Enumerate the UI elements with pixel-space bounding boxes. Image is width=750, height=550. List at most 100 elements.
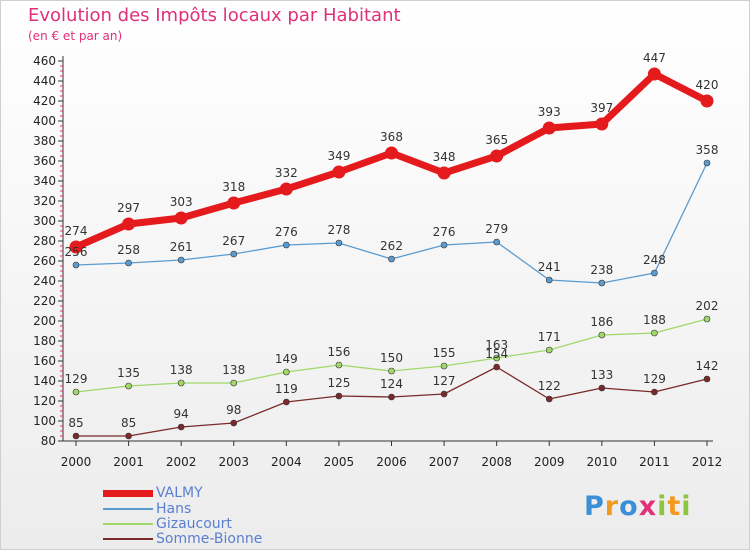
data-point-valmy bbox=[647, 67, 661, 81]
x-tick-label: 2009 bbox=[534, 455, 565, 469]
data-label-hans: 279 bbox=[485, 222, 508, 236]
x-tick-label: 2000 bbox=[61, 455, 92, 469]
data-label-hans: 248 bbox=[643, 253, 666, 267]
data-label-hans: 267 bbox=[222, 234, 245, 248]
x-tick-label: 2007 bbox=[429, 455, 460, 469]
data-point-somme-bionne bbox=[493, 363, 500, 371]
data-label-hans: 358 bbox=[696, 143, 719, 157]
data-label-somme-bionne: 85 bbox=[121, 416, 136, 430]
data-label-valmy: 393 bbox=[538, 105, 561, 119]
data-label-somme-bionne: 142 bbox=[696, 359, 719, 373]
data-point-hans bbox=[651, 269, 658, 277]
data-label-valmy: 348 bbox=[433, 150, 456, 164]
legend-label-somme-bionne: Somme-Bionne bbox=[156, 531, 263, 547]
logo-letter: P bbox=[584, 491, 605, 522]
legend-swatch-gizaucourt bbox=[103, 523, 153, 525]
data-point-somme-bionne bbox=[545, 395, 553, 403]
legend-item-hans: Hans bbox=[103, 501, 191, 517]
legend-label-hans: Hans bbox=[156, 501, 192, 517]
x-tick-label: 2010 bbox=[587, 455, 618, 469]
data-label-valmy: 349 bbox=[327, 149, 350, 163]
data-label-hans: 262 bbox=[380, 239, 403, 253]
data-point-valmy bbox=[279, 182, 293, 196]
data-label-gizaucourt: 163 bbox=[485, 338, 508, 352]
legend-item-valmy: VALMY bbox=[103, 485, 203, 501]
legend-swatch-valmy bbox=[103, 489, 153, 497]
data-point-gizaucourt bbox=[388, 367, 395, 375]
data-point-gizaucourt bbox=[230, 379, 238, 387]
legend-item-gizaucourt: Gizaucourt bbox=[103, 516, 232, 532]
data-label-valmy: 332 bbox=[275, 166, 298, 180]
data-point-gizaucourt bbox=[335, 361, 343, 369]
data-point-valmy bbox=[437, 166, 451, 180]
data-point-gizaucourt bbox=[703, 315, 711, 323]
y-tick-label: 280 bbox=[33, 234, 56, 248]
data-point-somme-bionne bbox=[703, 375, 711, 383]
data-label-gizaucourt: 138 bbox=[222, 363, 245, 377]
data-label-hans: 276 bbox=[275, 225, 298, 239]
data-point-hans bbox=[72, 261, 80, 269]
data-label-gizaucourt: 149 bbox=[275, 352, 298, 366]
data-point-valmy bbox=[122, 217, 136, 231]
data-point-gizaucourt bbox=[72, 388, 80, 396]
logo-letter: o bbox=[619, 491, 639, 522]
y-tick-label: 180 bbox=[33, 334, 56, 348]
y-tick-label: 360 bbox=[33, 154, 56, 168]
data-label-valmy: 397 bbox=[590, 101, 613, 115]
data-label-gizaucourt: 186 bbox=[590, 315, 613, 329]
y-tick-label: 340 bbox=[33, 174, 56, 188]
data-label-hans: 238 bbox=[590, 263, 613, 277]
data-point-valmy bbox=[700, 94, 714, 108]
data-label-somme-bionne: 124 bbox=[380, 377, 403, 391]
y-tick-label: 300 bbox=[33, 214, 56, 228]
data-point-somme-bionne bbox=[598, 384, 606, 392]
y-tick-label: 80 bbox=[41, 434, 56, 448]
data-point-gizaucourt bbox=[493, 354, 500, 362]
data-point-valmy bbox=[490, 149, 504, 163]
data-label-somme-bionne: 129 bbox=[643, 372, 666, 386]
data-label-gizaucourt: 188 bbox=[643, 313, 666, 327]
x-tick-label: 2012 bbox=[692, 455, 723, 469]
data-label-valmy: 274 bbox=[65, 224, 88, 238]
data-label-hans: 241 bbox=[538, 260, 561, 274]
chart-subtitle: (en € et par an) bbox=[28, 29, 123, 43]
data-label-somme-bionne: 154 bbox=[485, 347, 508, 361]
logo-letter: i bbox=[681, 491, 692, 522]
data-point-somme-bionne bbox=[177, 423, 185, 431]
y-tick-label: 460 bbox=[33, 54, 56, 68]
logo-letter: i bbox=[657, 491, 668, 522]
data-label-gizaucourt: 156 bbox=[327, 345, 350, 359]
x-tick-label: 2011 bbox=[639, 455, 670, 469]
y-tick-label: 200 bbox=[33, 314, 56, 328]
x-tick-label: 2006 bbox=[376, 455, 407, 469]
data-point-somme-bionne bbox=[388, 393, 395, 401]
data-point-somme-bionne bbox=[230, 419, 238, 427]
data-point-valmy bbox=[332, 165, 346, 179]
y-tick-label: 320 bbox=[33, 194, 56, 208]
legend-swatch-somme-bionne bbox=[103, 538, 153, 540]
x-tick-label: 2001 bbox=[113, 455, 144, 469]
y-tick-label: 440 bbox=[33, 74, 56, 88]
data-label-valmy: 368 bbox=[380, 130, 403, 144]
data-point-somme-bionne bbox=[283, 398, 290, 406]
data-label-valmy: 297 bbox=[117, 201, 140, 215]
data-point-valmy bbox=[69, 240, 83, 254]
y-tick-label: 160 bbox=[33, 354, 56, 368]
data-label-valmy: 303 bbox=[170, 195, 193, 209]
data-point-valmy bbox=[227, 196, 241, 210]
data-point-hans bbox=[493, 238, 500, 246]
data-label-gizaucourt: 155 bbox=[433, 346, 456, 360]
data-point-valmy bbox=[542, 121, 556, 135]
data-label-hans: 258 bbox=[117, 243, 140, 257]
data-point-gizaucourt bbox=[651, 329, 658, 337]
logo-letter: x bbox=[638, 491, 658, 522]
data-label-gizaucourt: 171 bbox=[538, 330, 561, 344]
data-point-somme-bionne bbox=[125, 432, 132, 440]
data-point-hans bbox=[440, 241, 448, 249]
y-tick-label: 380 bbox=[33, 134, 56, 148]
y-tick-label: 240 bbox=[33, 274, 56, 288]
data-point-valmy bbox=[385, 146, 398, 160]
legend-swatch-hans bbox=[103, 508, 153, 510]
data-label-somme-bionne: 119 bbox=[275, 382, 298, 396]
